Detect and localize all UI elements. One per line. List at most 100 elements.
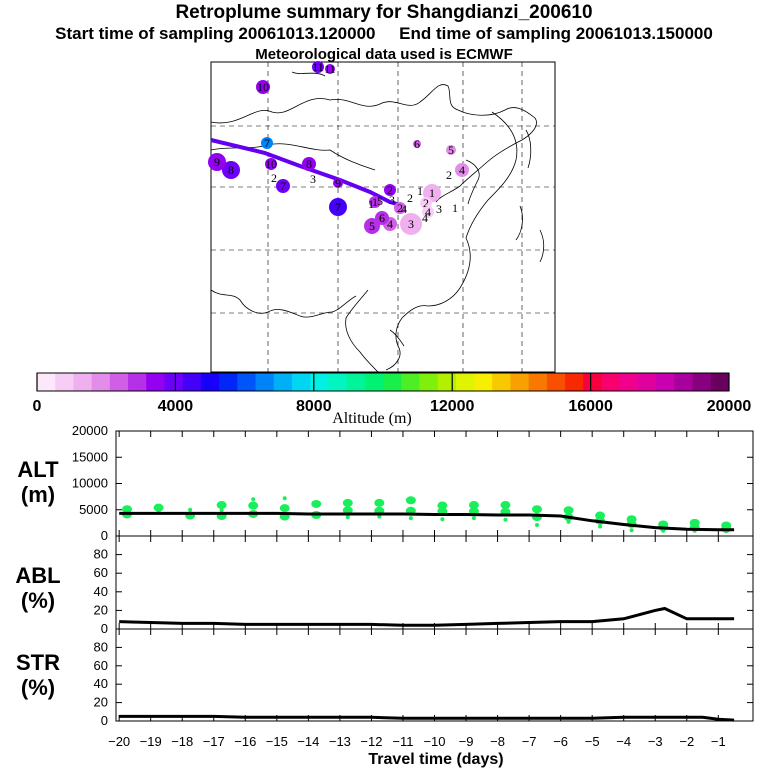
- map-grid: [211, 62, 555, 372]
- y-tick-label: 15000: [72, 449, 108, 464]
- day-label: 3: [389, 193, 395, 207]
- x-tick-label: −2: [679, 734, 694, 749]
- colorbar-cell: [437, 373, 457, 391]
- met-data-subtitle: Meteorological data used is ECMWF: [255, 46, 513, 63]
- plume-marker: [256, 80, 270, 94]
- plume-marker-label: 4: [387, 217, 393, 231]
- plume-marker: [422, 206, 434, 218]
- colorbar-cell: [328, 373, 348, 391]
- cluster-point: [122, 505, 133, 514]
- abl-label: ABL: [15, 563, 60, 588]
- cluster-point: [563, 506, 574, 515]
- plume-marker-label: 7: [335, 200, 341, 214]
- cluster-point: [440, 517, 445, 522]
- x-tick-label: −17: [203, 734, 225, 749]
- x-tick-label: −9: [459, 734, 474, 749]
- x-tick-label: −20: [108, 734, 130, 749]
- colorbar-cell: [146, 373, 165, 391]
- colorbar-cell: [510, 373, 530, 391]
- day-label: 1: [417, 184, 423, 198]
- plume-marker: [413, 140, 421, 148]
- cluster-point: [374, 498, 385, 507]
- x-tick-label: −13: [329, 734, 351, 749]
- cluster-point: [279, 504, 290, 513]
- colorbar-cell: [237, 373, 257, 391]
- day-label: 2: [407, 191, 413, 205]
- colorbar-cell: [474, 373, 493, 391]
- plume-marker: [276, 179, 290, 193]
- colorbar-cell: [219, 373, 238, 391]
- plume-marker-label: 1: [429, 186, 435, 200]
- cluster-point: [188, 507, 193, 512]
- day-label: 2: [446, 168, 452, 182]
- day-label: 3: [310, 172, 316, 186]
- colorbar-cell: [401, 373, 420, 391]
- colorbar-axis-label: Altitude (m): [332, 410, 412, 427]
- plume-marker: [369, 196, 381, 208]
- colorbar-cell: [55, 373, 74, 391]
- plume-marker: [302, 157, 316, 171]
- cluster-point: [216, 501, 227, 510]
- plume-marker: [329, 198, 347, 216]
- chart-title: Retroplume summary for Shangdianzi_20061…: [175, 2, 593, 23]
- plume-marker-label: 3: [408, 217, 414, 231]
- x-tick-label: −8: [490, 734, 505, 749]
- alt-panel-frame: [115, 430, 754, 537]
- day-label: 1: [368, 197, 374, 211]
- day-label: 5: [377, 194, 383, 208]
- abl-plot: 0 20 40 60 80: [94, 536, 753, 636]
- plume-marker-label: 11: [312, 60, 324, 74]
- alt-plot: 0 5000 10000 15000 20000: [72, 423, 753, 543]
- plume-marker: [394, 202, 406, 214]
- x-tick-label: −15: [266, 734, 288, 749]
- x-tick-label: −5: [585, 734, 600, 749]
- str-label: STR: [16, 650, 60, 675]
- y-tick-label: 20000: [72, 423, 108, 438]
- plume-marker-label: 6: [379, 211, 385, 225]
- colorbar-cell: [492, 373, 511, 391]
- day-label: 1: [452, 201, 458, 215]
- colorbar-cell: [455, 373, 475, 391]
- colorbar-cell: [164, 373, 184, 391]
- cluster-point: [408, 516, 413, 521]
- plume-marker: [208, 153, 226, 171]
- cluster-point: [721, 521, 732, 530]
- y-tick-label: 80: [94, 547, 108, 562]
- colorbar-cell: [310, 373, 329, 391]
- plume-marker: [375, 211, 389, 225]
- sampling-time-subtitle: Start time of sampling 20061013.120000 E…: [55, 24, 713, 43]
- cluster-point: [626, 515, 637, 524]
- plume-marker: [312, 61, 324, 73]
- cluster-point: [534, 522, 539, 527]
- y-tick-label: 0: [101, 528, 108, 543]
- altitude-colorbar: 0 4000 8000 12000 16000 20000 Altitude (m): [33, 372, 751, 427]
- plume-marker: [325, 64, 335, 74]
- colorbar-cell: [364, 373, 384, 391]
- plume-marker: [265, 158, 277, 170]
- colorbar-cell: [73, 373, 93, 391]
- plume-marker: [333, 178, 343, 188]
- plume-marker: [446, 145, 456, 155]
- plume-marker: [420, 197, 432, 209]
- colorbar-cell: [128, 373, 147, 391]
- cluster-point: [251, 497, 256, 502]
- plume-marker-label: 6: [414, 137, 420, 151]
- colorbar-cell: [346, 373, 366, 391]
- cluster-point: [531, 505, 542, 514]
- plume-marker: [455, 163, 469, 177]
- colorbar-cell: [383, 373, 402, 391]
- cluster-point: [342, 506, 353, 515]
- cluster-point: [405, 496, 416, 505]
- colorbar-cell: [656, 373, 675, 391]
- plume-cluster-markers: 12345642345612789789107101111: [208, 60, 469, 235]
- y-tick-label: 20: [94, 695, 108, 710]
- cluster-point: [342, 498, 353, 507]
- plume-marker-label: 1: [372, 195, 378, 209]
- plume-marker-label: 7: [264, 136, 270, 150]
- plume-marker-label: 4: [459, 163, 465, 177]
- colorbar-cell: [619, 373, 639, 391]
- x-tick-label: −14: [297, 734, 319, 749]
